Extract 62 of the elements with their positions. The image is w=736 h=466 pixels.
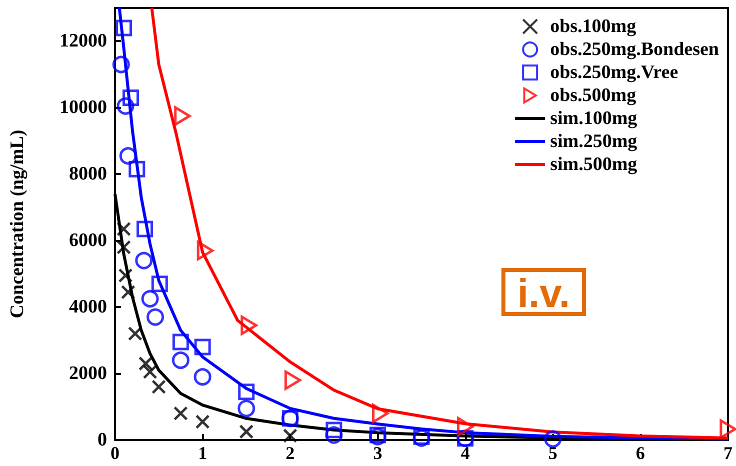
point xyxy=(196,240,214,260)
point xyxy=(151,276,168,292)
point xyxy=(118,268,133,283)
point xyxy=(194,338,211,356)
x-tick-label: 6 xyxy=(636,443,645,463)
point xyxy=(456,416,474,436)
point xyxy=(195,414,210,429)
point xyxy=(116,222,132,236)
point xyxy=(146,308,164,326)
legend-label: obs.250mg.Vree xyxy=(550,62,678,83)
x-tick-label: 5 xyxy=(548,443,558,463)
x-tick-label: 3 xyxy=(373,443,382,463)
y-tick-label: 8000 xyxy=(69,164,107,185)
point xyxy=(326,422,342,438)
x-tick-label: 2 xyxy=(286,443,295,463)
point xyxy=(238,384,255,400)
point xyxy=(544,430,562,448)
point xyxy=(720,419,736,439)
point xyxy=(128,326,142,341)
y-tick-label: 6000 xyxy=(69,230,107,252)
point xyxy=(119,147,137,165)
legend-label: obs.500mg xyxy=(550,85,637,106)
point xyxy=(122,89,140,106)
point xyxy=(112,56,130,74)
legend-label: obs.100mg xyxy=(550,16,637,37)
y-tick-label: 10000 xyxy=(60,97,107,118)
point xyxy=(239,424,254,439)
point xyxy=(138,356,153,371)
point xyxy=(120,284,136,300)
point xyxy=(135,252,153,270)
x-tick-label: 7 xyxy=(724,443,732,463)
point xyxy=(172,352,190,369)
x-tick-label: 0 xyxy=(110,443,120,463)
y-tick-label: 4000 xyxy=(69,296,107,318)
point xyxy=(174,106,191,126)
y-tick-label: 12000 xyxy=(60,30,107,52)
legend-label: obs.250mg.Bondesen xyxy=(550,39,720,60)
point xyxy=(238,400,256,418)
point xyxy=(173,406,188,421)
legend-label: sim.500mg xyxy=(550,154,638,175)
legend-label: sim.250mg xyxy=(550,131,638,152)
point xyxy=(152,380,166,394)
point xyxy=(128,160,146,178)
annotation: i.v. xyxy=(517,272,570,316)
x-tick-label: 1 xyxy=(198,443,208,463)
point xyxy=(116,97,134,115)
point xyxy=(116,20,132,36)
point xyxy=(372,404,389,424)
point xyxy=(141,290,159,308)
legend-label: sim.100mg xyxy=(550,108,638,129)
point xyxy=(136,220,154,238)
point xyxy=(325,426,343,444)
point xyxy=(194,368,212,386)
point xyxy=(284,370,302,390)
point xyxy=(282,428,298,443)
point xyxy=(240,316,258,336)
point xyxy=(142,364,158,380)
point xyxy=(116,240,132,255)
y-axis-title: Concentration (ng/mL) xyxy=(7,130,28,318)
x-tick-label: 4 xyxy=(460,443,470,463)
y-tick-label: 2000 xyxy=(69,363,107,384)
point xyxy=(172,334,189,350)
